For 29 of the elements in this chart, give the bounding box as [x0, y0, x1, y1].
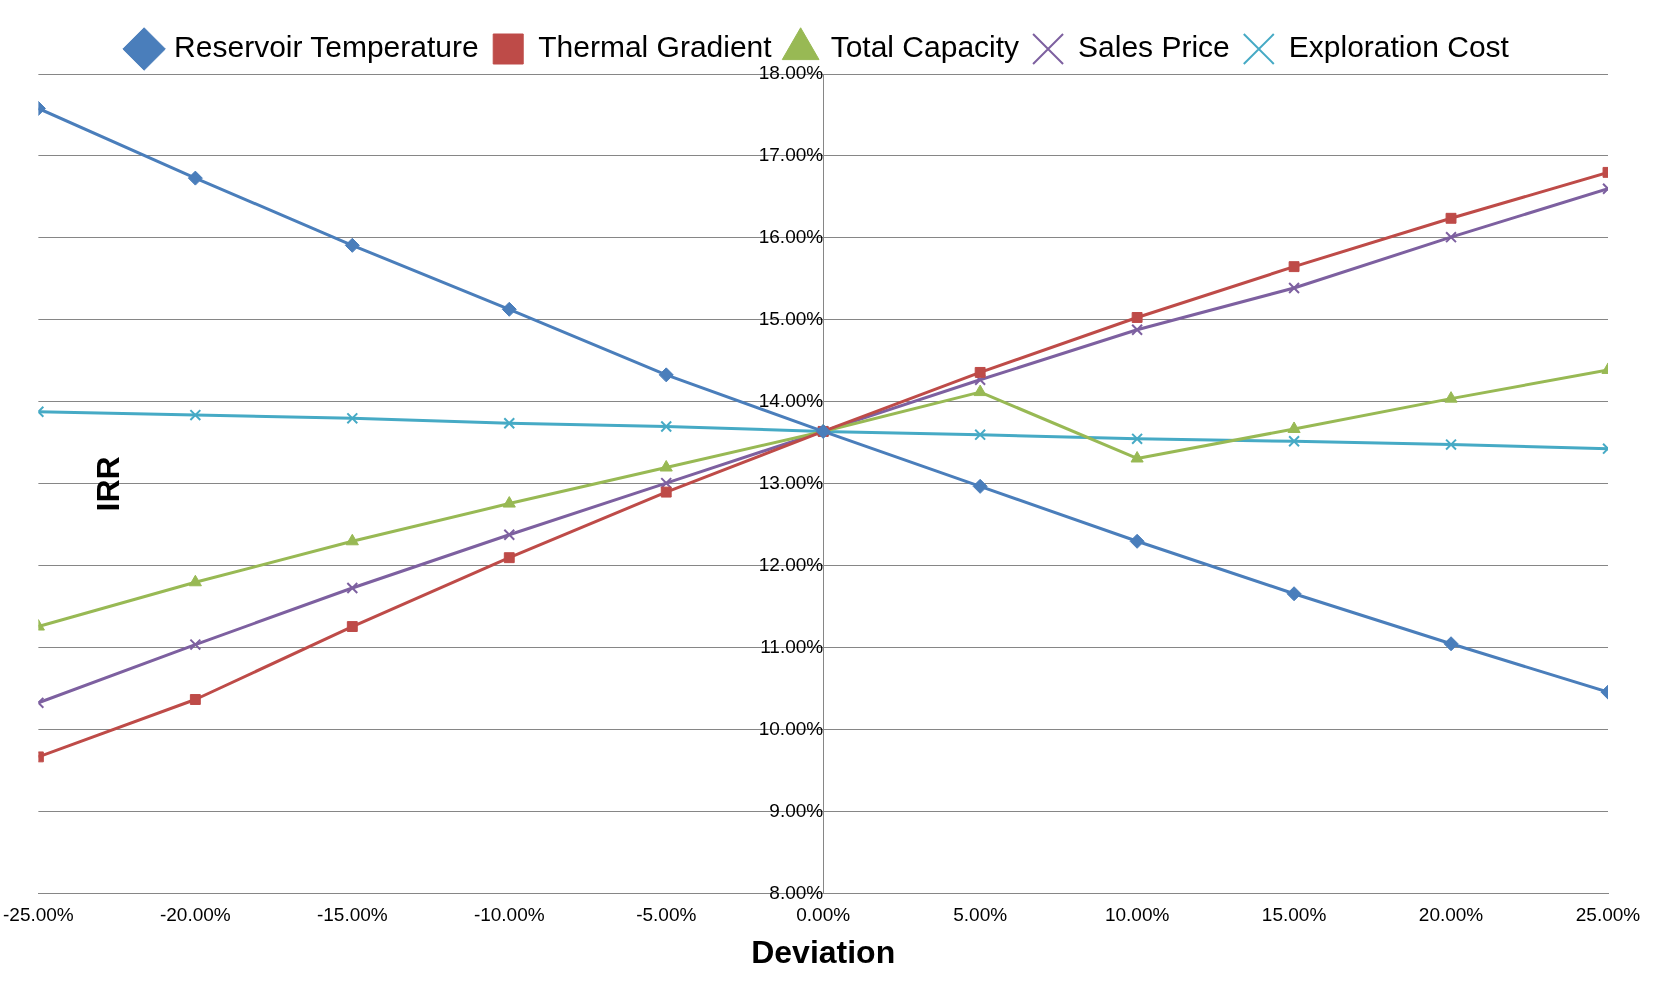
y-tick-label: 11.00%	[760, 636, 824, 658]
x-axis-title: Deviation	[751, 933, 896, 970]
legend-label: Exploration Cost	[1288, 30, 1510, 64]
x-tick-label: 20.00%	[1418, 904, 1484, 926]
y-tick-label: 10.00%	[758, 718, 824, 740]
y-tick-label: 15.00%	[758, 308, 824, 330]
y-tick-label: 17.00%	[758, 144, 824, 166]
x-tick-label: 25.00%	[1575, 904, 1641, 926]
x-tick-label: -10.00%	[473, 904, 545, 926]
legend-label: Sales Price	[1078, 30, 1230, 64]
legend-label: Total Capacity	[830, 30, 1020, 64]
y-tick-label: 13.00%	[758, 472, 824, 494]
legend-label: Thermal Gradient	[538, 30, 773, 64]
y-axis-title: IRR	[89, 456, 126, 512]
y-tick-label: 16.00%	[758, 226, 824, 248]
y-tick-label: 9.00%	[769, 800, 824, 822]
x-tick-label: -15.00%	[316, 904, 388, 926]
x-tick-label: 5.00%	[953, 904, 1008, 926]
x-tick-label: -25.00%	[2, 904, 74, 926]
legend-label: Reservoir Temperature	[174, 30, 479, 64]
y-tick-label: 8.00%	[769, 882, 824, 904]
y-tick-label: 12.00%	[758, 554, 824, 576]
x-tick-label: 15.00%	[1261, 904, 1327, 926]
y-tick-label: 18.00%	[758, 62, 824, 84]
x-tick-label: 10.00%	[1104, 904, 1170, 926]
x-tick-label: 0.00%	[796, 904, 851, 926]
x-tick-label: -20.00%	[159, 904, 231, 926]
x-tick-label: -5.00%	[636, 904, 697, 926]
y-tick-label: 14.00%	[758, 390, 824, 412]
